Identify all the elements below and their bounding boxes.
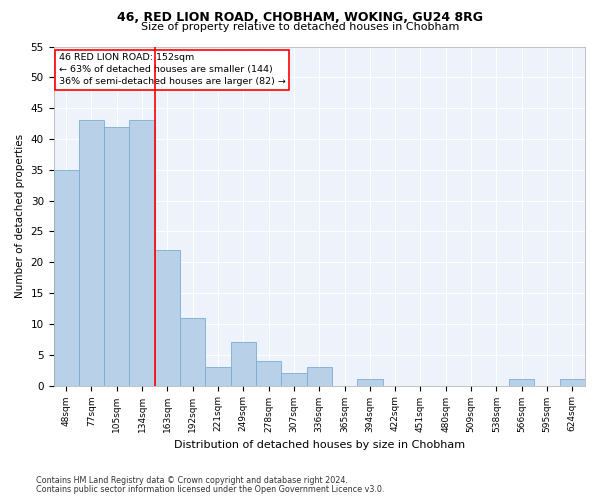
X-axis label: Distribution of detached houses by size in Chobham: Distribution of detached houses by size …	[174, 440, 465, 450]
Bar	[357, 380, 383, 386]
Bar	[205, 367, 230, 386]
Bar	[104, 126, 130, 386]
Text: Contains public sector information licensed under the Open Government Licence v3: Contains public sector information licen…	[36, 485, 385, 494]
Bar	[79, 120, 104, 386]
Bar	[509, 380, 535, 386]
Bar	[256, 361, 281, 386]
Bar	[230, 342, 256, 386]
Bar	[155, 250, 180, 386]
Text: Size of property relative to detached houses in Chobham: Size of property relative to detached ho…	[141, 22, 459, 32]
Bar	[180, 318, 205, 386]
Text: 46 RED LION ROAD: 152sqm
← 63% of detached houses are smaller (144)
36% of semi-: 46 RED LION ROAD: 152sqm ← 63% of detach…	[59, 54, 286, 86]
Bar	[281, 373, 307, 386]
Y-axis label: Number of detached properties: Number of detached properties	[15, 134, 25, 298]
Bar	[560, 380, 585, 386]
Text: 46, RED LION ROAD, CHOBHAM, WOKING, GU24 8RG: 46, RED LION ROAD, CHOBHAM, WOKING, GU24…	[117, 11, 483, 24]
Bar	[307, 367, 332, 386]
Bar	[130, 120, 155, 386]
Text: Contains HM Land Registry data © Crown copyright and database right 2024.: Contains HM Land Registry data © Crown c…	[36, 476, 348, 485]
Bar	[53, 170, 79, 386]
